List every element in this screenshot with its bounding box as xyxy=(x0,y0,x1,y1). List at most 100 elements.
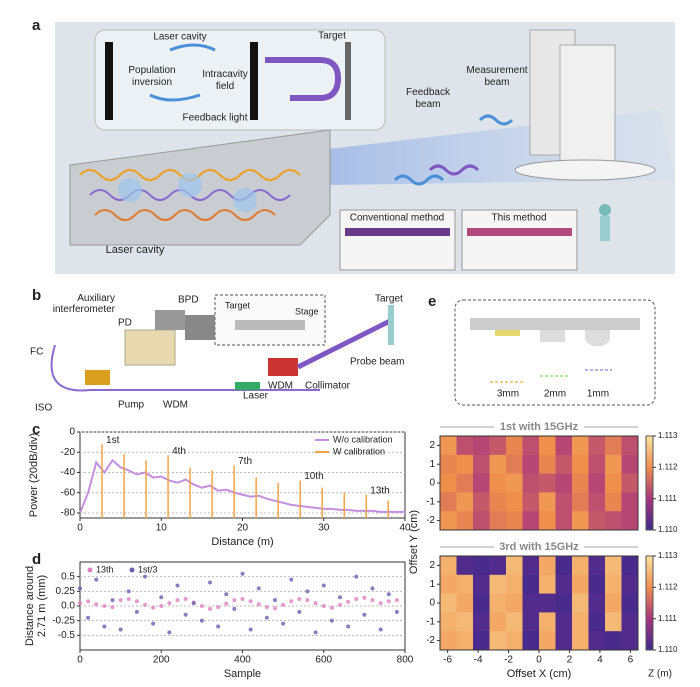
mirror xyxy=(105,42,113,120)
point xyxy=(78,601,82,606)
heat-cell xyxy=(456,492,474,512)
point xyxy=(183,612,188,617)
point xyxy=(191,601,196,606)
point xyxy=(78,586,82,591)
y-axis-label: Distance around xyxy=(24,566,36,646)
heat-cell xyxy=(588,556,606,576)
point xyxy=(362,595,367,600)
panel-label: e xyxy=(428,293,436,310)
heat-cell xyxy=(555,454,573,475)
inset-image xyxy=(461,209,578,271)
heat-cell xyxy=(605,492,622,512)
panel-label: a xyxy=(32,17,41,34)
heat-cell xyxy=(456,473,474,493)
legend-marker xyxy=(87,567,93,573)
point xyxy=(199,604,204,608)
wave xyxy=(94,209,276,221)
chart: -2 -1 0 1 2 -6 -4 -2 0 2 4 6 Offset X (cm) 1.110 1.111… xyxy=(426,541,678,680)
x-tick-label: 200 xyxy=(153,655,170,666)
y-tick-label: 0.25 xyxy=(56,586,76,597)
text: Target xyxy=(375,294,403,305)
y-tick-label: 1 xyxy=(429,459,435,470)
heat-cell xyxy=(605,454,622,475)
heat-cell xyxy=(621,556,639,576)
x-tick-label: 2 xyxy=(567,655,573,666)
point xyxy=(321,583,326,588)
heat-cell xyxy=(522,492,540,512)
heat-cell xyxy=(539,631,556,651)
point xyxy=(224,592,229,597)
point xyxy=(175,598,180,603)
heat-cell xyxy=(489,436,507,456)
heat-cell xyxy=(522,612,540,632)
x-tick-label: 30 xyxy=(318,523,330,534)
heat-cell xyxy=(555,612,573,632)
heat-cell xyxy=(506,473,523,493)
heat-cell xyxy=(539,492,556,512)
heat-cell xyxy=(456,593,474,613)
panel-label: b xyxy=(32,287,41,304)
text: Target xyxy=(225,300,251,310)
heat-cell xyxy=(539,556,556,576)
point xyxy=(240,596,245,601)
heat-cell xyxy=(621,436,639,456)
heat-cell xyxy=(440,492,457,512)
heat-cell xyxy=(456,511,474,531)
person xyxy=(599,204,611,216)
legend-label: W calibration xyxy=(333,446,385,456)
heat-cell xyxy=(572,511,589,531)
heat-cell xyxy=(605,556,622,576)
point xyxy=(224,601,229,606)
heat-cell xyxy=(456,612,474,632)
heat-cell xyxy=(489,473,507,493)
pd xyxy=(155,310,185,330)
heat-cell xyxy=(555,492,573,512)
heat-cell xyxy=(555,436,573,456)
atom xyxy=(178,173,202,197)
text: PD xyxy=(118,318,132,329)
point xyxy=(370,586,375,591)
heat-cell xyxy=(572,454,589,475)
point xyxy=(102,604,107,608)
plot-area xyxy=(79,431,405,518)
heat-cell xyxy=(522,454,540,475)
text: Laser cavity xyxy=(106,244,165,256)
y-axis-label: Power (20dB/div) xyxy=(28,433,40,517)
plot-frame xyxy=(79,561,406,651)
x-tick-label: 4 xyxy=(597,655,603,666)
chart: c -80 -60 -40 -20 0 0 10 20 30 40 Distance (m) Power… xyxy=(28,421,411,548)
point xyxy=(281,602,286,607)
point xyxy=(118,627,123,632)
y-axis-label: 2.71 m (mm) xyxy=(36,575,48,637)
interferometer xyxy=(124,329,176,366)
point xyxy=(248,599,253,604)
heat-cell xyxy=(440,612,457,632)
point xyxy=(110,605,115,610)
heat-cell xyxy=(588,631,606,651)
x-tick-label: 0 xyxy=(536,655,542,666)
point xyxy=(338,602,342,607)
text: Measurement beam xyxy=(466,65,527,88)
text: Population inversion xyxy=(128,65,175,88)
iso xyxy=(85,370,110,385)
point xyxy=(394,609,399,614)
heat-cell xyxy=(539,511,556,531)
point xyxy=(208,606,212,611)
text: Collimator xyxy=(305,381,351,392)
colorbar-tick-label: 1.110 xyxy=(658,645,678,654)
letter-depth xyxy=(495,330,520,336)
heat-cell xyxy=(456,436,474,456)
point xyxy=(273,606,277,611)
legend-marker xyxy=(129,567,135,573)
point xyxy=(134,599,139,604)
heat-cell xyxy=(489,511,507,531)
heat-cell xyxy=(456,574,474,595)
heat-cell xyxy=(440,593,457,613)
heat-cell xyxy=(473,574,490,595)
y-tick-label: 0 xyxy=(69,427,75,438)
inset-image xyxy=(339,209,456,271)
colorbar-tick-label: 1.112 xyxy=(658,582,678,591)
x-axis-label: Offset X (cm) xyxy=(507,668,572,680)
point xyxy=(386,599,391,604)
y-tick-label: -40 xyxy=(61,467,76,478)
